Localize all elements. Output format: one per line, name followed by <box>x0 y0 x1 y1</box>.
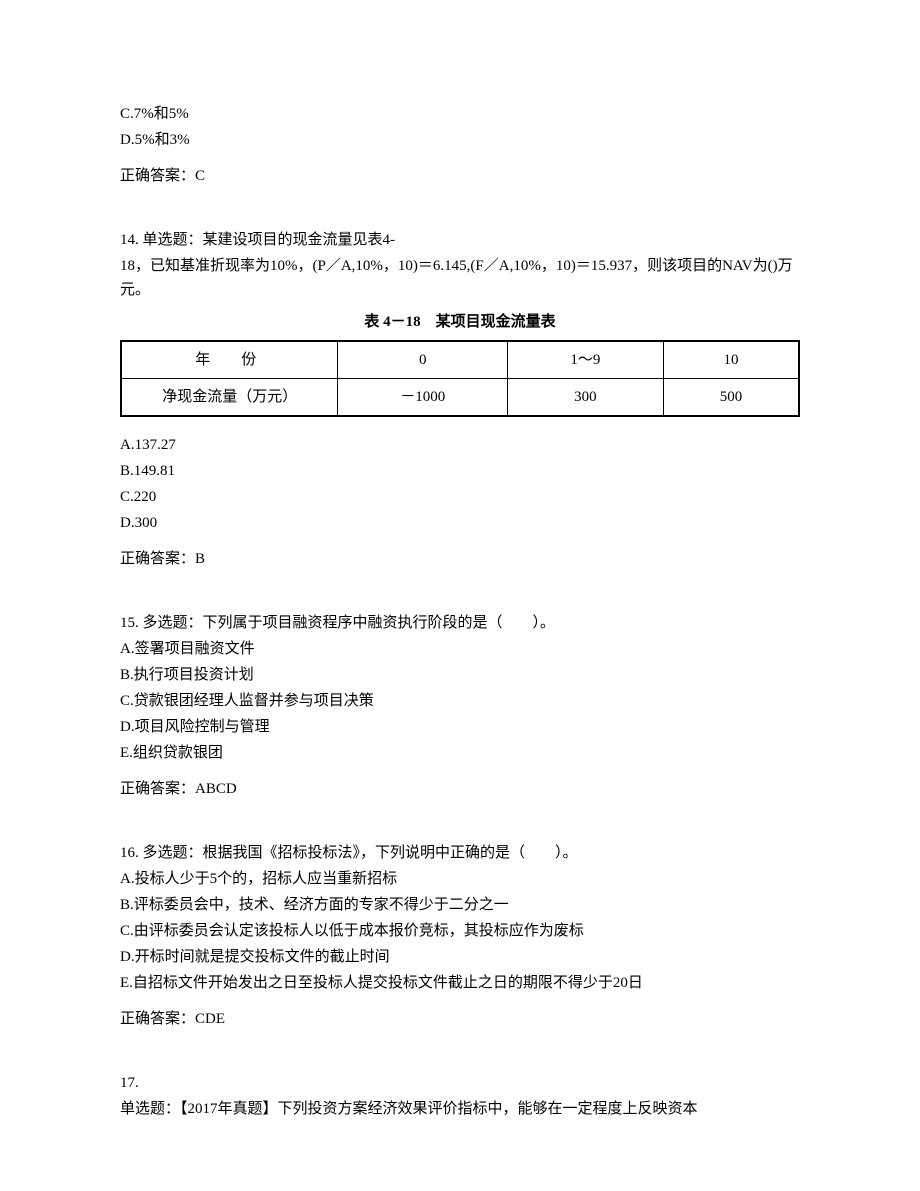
q17-label: 17. <box>120 1071 800 1095</box>
q13-option-c: C.7%和5% <box>120 102 800 126</box>
q14-stem-line2: 18，已知基准折现率为10%，(P／A,10%，10)＝6.145,(F／A,1… <box>120 254 800 302</box>
cell-cashflow-1-9: 300 <box>507 379 663 417</box>
q15-option-d: D.项目风险控制与管理 <box>120 715 800 739</box>
cell-cashflow-10: 500 <box>663 379 799 417</box>
q16-option-e: E.自招标文件开始发出之日至投标人提交投标文件截止之日的期限不得少于20日 <box>120 971 800 995</box>
q15-option-e: E.组织贷款银团 <box>120 741 800 765</box>
q15-answer: 正确答案：ABCD <box>120 777 800 801</box>
q16-answer: 正确答案：CDE <box>120 1007 800 1031</box>
table-row: 年 份 0 1～9 10 <box>121 341 799 379</box>
q13-option-d: D.5%和3% <box>120 128 800 152</box>
q14-stem-line1: 14. 单选题：某建设项目的现金流量见表4- <box>120 228 800 252</box>
q15-option-c: C.贷款银团经理人监督并参与项目决策 <box>120 689 800 713</box>
q15-option-a: A.签署项目融资文件 <box>120 637 800 661</box>
q16-stem: 16. 多选题：根据我国《招标投标法》，下列说明中正确的是（ ）。 <box>120 841 800 865</box>
cell-year-0: 0 <box>338 341 508 379</box>
q14-answer: 正确答案：B <box>120 547 800 571</box>
q15-option-b: B.执行项目投资计划 <box>120 663 800 687</box>
q17-stem: 单选题：【2017年真题】下列投资方案经济效果评价指标中，能够在一定程度上反映资… <box>120 1097 800 1121</box>
q14-option-b: B.149.81 <box>120 459 800 483</box>
cell-year-10: 10 <box>663 341 799 379</box>
q13-answer: 正确答案：C <box>120 164 800 188</box>
table-row: 净现金流量（万元） －1000 300 500 <box>121 379 799 417</box>
q15-stem: 15. 多选题：下列属于项目融资程序中融资执行阶段的是（ ）。 <box>120 611 800 635</box>
q14-option-d: D.300 <box>120 511 800 535</box>
cell-year-label: 年 份 <box>121 341 338 379</box>
cell-cashflow-0: －1000 <box>338 379 508 417</box>
q16-option-d: D.开标时间就是提交投标文件的截止时间 <box>120 945 800 969</box>
q14-table-title: 表 4－18 某项目现金流量表 <box>120 310 800 334</box>
q16-option-b: B.评标委员会中，技术、经济方面的专家不得少于二分之一 <box>120 893 800 917</box>
q14-cashflow-table: 年 份 0 1～9 10 净现金流量（万元） －1000 300 500 <box>120 340 800 417</box>
q16-option-a: A.投标人少于5个的，招标人应当重新招标 <box>120 867 800 891</box>
cell-year-1-9: 1～9 <box>507 341 663 379</box>
q14-option-a: A.137.27 <box>120 433 800 457</box>
cell-cashflow-label: 净现金流量（万元） <box>121 379 338 417</box>
q16-option-c: C.由评标委员会认定该投标人以低于成本报价竞标，其投标应作为废标 <box>120 919 800 943</box>
q14-option-c: C.220 <box>120 485 800 509</box>
